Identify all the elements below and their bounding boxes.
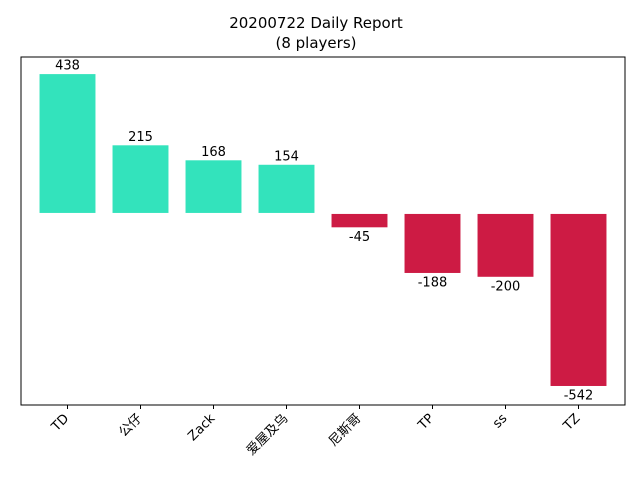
- bar-5: [403, 212, 462, 274]
- x-tick-label-6: ss: [490, 411, 510, 431]
- x-tick-label-1: 公仔: [116, 411, 145, 440]
- x-tick-label-3: 爱屋及乌: [243, 411, 291, 459]
- value-labels-group: 438 215 168 154 -45 -188 -200 -542: [55, 59, 593, 404]
- bar-1: [111, 144, 170, 214]
- plot-frame: [20, 56, 626, 406]
- x-tick-label-5: TP: [415, 411, 438, 434]
- bar-2: [184, 159, 243, 214]
- x-tick-label-2: Zack: [185, 411, 218, 444]
- bar-4: [330, 212, 389, 229]
- value-label-2: 168: [201, 145, 226, 160]
- chart-title: 20200722 Daily Report: [229, 14, 403, 32]
- chart-subtitle: (8 players): [276, 34, 357, 52]
- x-tick-label-7: TZ: [560, 411, 583, 434]
- value-label-7: -542: [564, 388, 594, 403]
- value-label-3: 154: [274, 149, 299, 164]
- bar-7: [549, 212, 608, 387]
- value-label-6: -200: [491, 279, 521, 294]
- bar-6: [476, 212, 535, 278]
- bar-3: [257, 163, 316, 214]
- value-label-1: 215: [128, 130, 153, 145]
- value-label-5: -188: [418, 275, 448, 290]
- x-tick-label-4: 尼斯哥: [326, 411, 364, 449]
- bar-0: [38, 73, 97, 214]
- value-label-4: -45: [349, 230, 370, 245]
- bars-group: [38, 73, 608, 387]
- value-label-0: 438: [55, 59, 80, 74]
- x-tick-label-0: TD: [48, 411, 72, 435]
- x-ticks-group: TD 公仔 Zack 爱屋及乌 尼斯哥 TP ss TZ: [48, 405, 583, 459]
